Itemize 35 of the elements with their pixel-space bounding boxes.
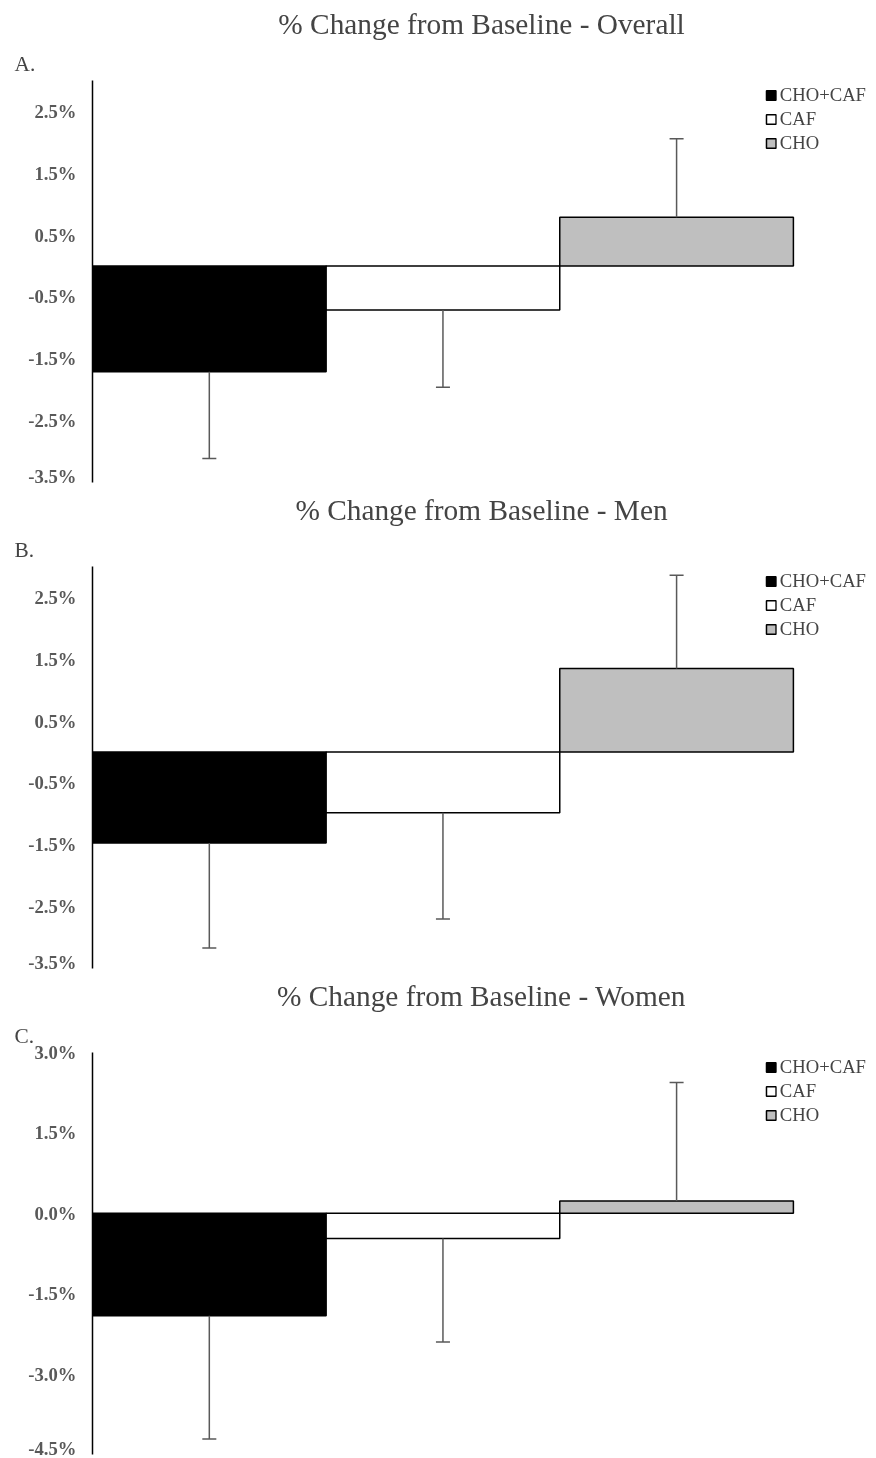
legend-label: CHO+CAF bbox=[779, 84, 866, 106]
y-tick-label: 3.0% bbox=[34, 1042, 77, 1063]
y-tick-label: -4.5% bbox=[28, 1437, 77, 1458]
y-tick-label: 1.5% bbox=[34, 1122, 77, 1144]
y-tick-label: 1.5% bbox=[34, 648, 77, 670]
legend-label: CAF bbox=[779, 594, 817, 616]
y-tick-label: -1.5% bbox=[28, 348, 77, 370]
y-tick-label: -1.5% bbox=[28, 834, 77, 856]
y-tick-label: -3.5% bbox=[28, 465, 77, 487]
legend-label: CHO bbox=[779, 132, 820, 154]
chart-title: % Change from Baseline - Women bbox=[277, 979, 686, 1012]
y-tick-label: -2.5% bbox=[28, 896, 77, 918]
y-tick-label: -2.5% bbox=[28, 410, 77, 432]
legend-label: CAF bbox=[779, 108, 817, 130]
legend-label: CAF bbox=[779, 1080, 817, 1102]
text: B. bbox=[14, 537, 35, 562]
chart-title: % Change from Baseline - Overall bbox=[278, 7, 685, 40]
y-tick-label: 0.5% bbox=[34, 710, 77, 732]
y-tick-label: 1.5% bbox=[34, 162, 77, 184]
legend-label: CHO+CAF bbox=[779, 570, 866, 592]
y-tick-label: 2.5% bbox=[34, 586, 77, 608]
y-tick-label: -0.5% bbox=[28, 772, 77, 794]
legend-label: CHO bbox=[779, 1104, 820, 1126]
y-tick-label: -3.5% bbox=[28, 951, 77, 973]
y-tick-label: 0.0% bbox=[34, 1202, 77, 1224]
y-tick-label: -3.0% bbox=[28, 1363, 77, 1385]
legend-label: CHO+CAF bbox=[779, 1056, 866, 1078]
text: A. bbox=[14, 51, 36, 76]
y-tick-label: 0.5% bbox=[34, 224, 77, 246]
text: C. bbox=[14, 1023, 35, 1048]
chart-title: % Change from Baseline - Men bbox=[295, 493, 668, 526]
y-tick-label: 2.5% bbox=[34, 100, 77, 122]
y-tick-label: -0.5% bbox=[28, 286, 77, 308]
y-tick-label: -1.5% bbox=[28, 1283, 77, 1305]
legend-label: CHO bbox=[779, 618, 820, 640]
